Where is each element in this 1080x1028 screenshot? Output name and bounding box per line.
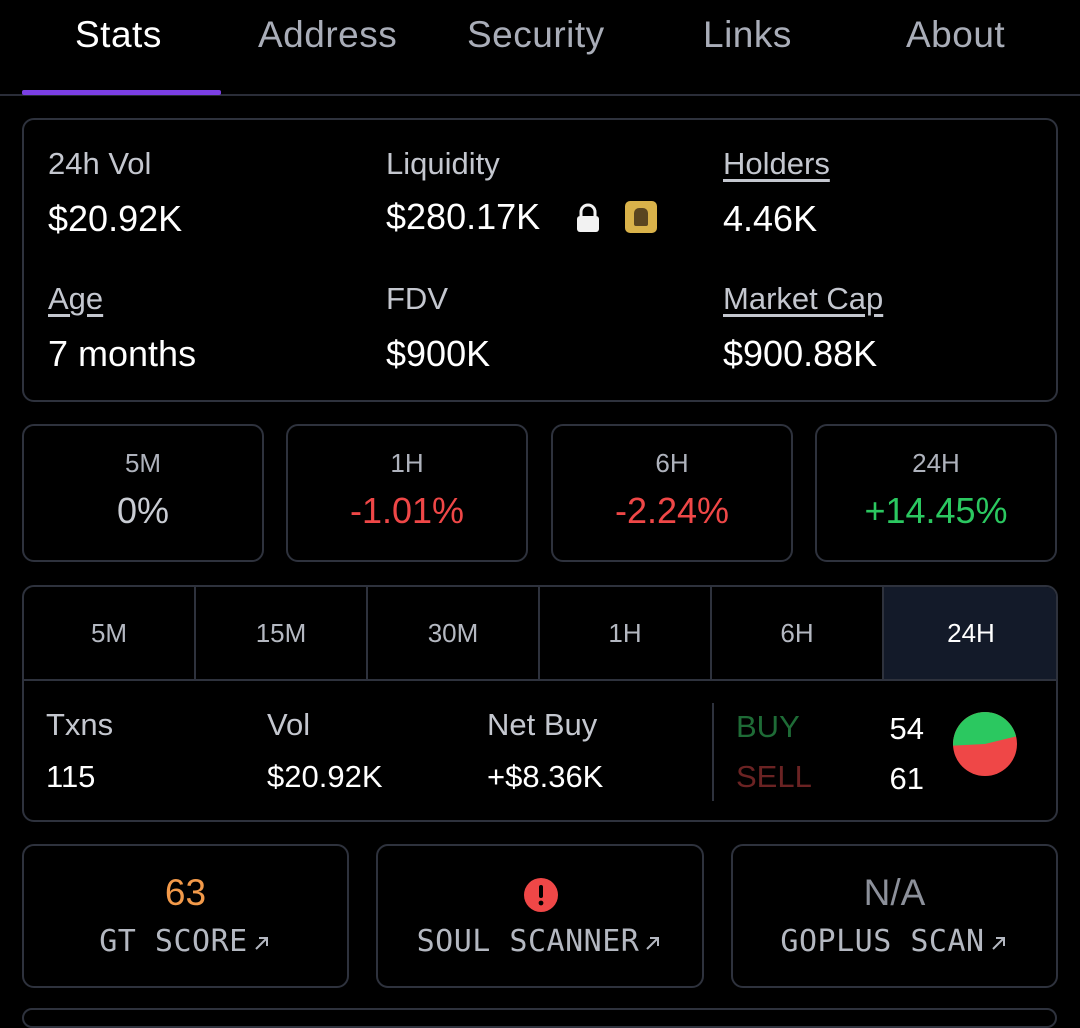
change-5m: 5M 0% — [22, 424, 264, 562]
tab-bar: Stats Address Security Links About — [0, 0, 1080, 96]
change-1h: 1H -1.01% — [286, 424, 528, 562]
holders-link[interactable]: Holders — [723, 146, 830, 181]
soul-scanner-label: SOUL SCANNER — [416, 924, 640, 959]
sell-count: 61 — [889, 761, 924, 796]
tab-about[interactable]: About — [906, 14, 1006, 55]
gt-score-value: 63 — [164, 872, 207, 913]
buy-sell-pie-chart — [953, 712, 1017, 776]
timeframe-selector: 5M 15M 30M 1H 6H 24H — [24, 587, 1056, 681]
external-link-icon — [646, 936, 660, 950]
txns-card: 5M 15M 30M 1H 6H 24H Txns 115 Vol $20.92… — [22, 585, 1058, 822]
fdv-value: $900K — [386, 333, 491, 374]
timeframe-15m[interactable]: 15M — [196, 587, 368, 679]
external-link-icon — [991, 936, 1005, 950]
liquidity-value: $280.17K — [386, 196, 541, 237]
change-6h: 6H -2.24% — [551, 424, 793, 562]
goplus-value: N/A — [863, 872, 926, 913]
vol24h-value: $20.92K — [48, 198, 183, 239]
timeframe-6h[interactable]: 6H — [712, 587, 884, 679]
txns-value: 115 — [46, 759, 96, 794]
liquidity-label: Liquidity — [386, 146, 500, 181]
timeframe-1h[interactable]: 1H — [540, 587, 712, 679]
gt-score-card[interactable]: 63 GT SCORE — [22, 844, 349, 988]
gt-score-link[interactable]: GT SCORE — [24, 924, 347, 959]
change-24h: 24H +14.45% — [815, 424, 1057, 562]
change-value: -1.01% — [349, 490, 465, 531]
gt-score-label: GT SCORE — [99, 924, 248, 959]
change-label: 6H — [655, 448, 689, 478]
external-link-icon — [255, 936, 268, 950]
soul-scanner-link[interactable]: SOUL SCANNER — [378, 924, 702, 959]
vol-label: Vol — [267, 707, 311, 742]
buy-label: BUY — [736, 709, 800, 744]
alert-icon — [524, 878, 558, 912]
vol-value: $20.92K — [267, 759, 383, 794]
change-value: -2.24% — [614, 490, 730, 531]
tab-security[interactable]: Security — [467, 14, 605, 55]
net-buy-value: +$8.36K — [487, 759, 604, 794]
goplus-scan-card[interactable]: N/A GOPLUS SCAN — [731, 844, 1058, 988]
active-tab-indicator — [22, 90, 221, 95]
stats-card — [22, 118, 1058, 402]
tab-address[interactable]: Address — [258, 14, 398, 55]
next-card-edge — [22, 1008, 1057, 1028]
age-value: 7 months — [48, 333, 197, 374]
age-link[interactable]: Age — [48, 281, 104, 316]
market-cap-link[interactable]: Market Cap — [723, 281, 884, 316]
goplus-scan-label: GOPLUS SCAN — [780, 924, 985, 959]
vol24h-label: 24h Vol — [48, 146, 152, 181]
timeframe-5m[interactable]: 5M — [24, 587, 196, 679]
tab-stats[interactable]: Stats — [75, 14, 162, 55]
tab-links[interactable]: Links — [703, 14, 792, 55]
lock-icon — [577, 203, 599, 232]
market-cap-value: $900.88K — [723, 333, 878, 374]
locker-badge-icon[interactable] — [625, 201, 657, 233]
timeframe-24h[interactable]: 24H — [884, 587, 1056, 679]
divider — [712, 703, 714, 801]
buy-count: 54 — [889, 711, 924, 746]
txns-label: Txns — [46, 707, 114, 742]
change-label: 24H — [912, 448, 960, 478]
goplus-scan-link[interactable]: GOPLUS SCAN — [733, 924, 1056, 959]
pie-buy-slice — [953, 712, 1017, 746]
sell-label: SELL — [736, 759, 812, 794]
change-value: 0% — [116, 490, 170, 531]
change-label: 1H — [390, 448, 424, 478]
change-label: 5M — [124, 448, 162, 478]
holders-value: 4.46K — [723, 198, 818, 239]
net-buy-label: Net Buy — [487, 707, 598, 742]
change-value: +14.45% — [864, 490, 1008, 531]
fdv-label: FDV — [386, 281, 448, 316]
timeframe-30m[interactable]: 30M — [368, 587, 540, 679]
soul-scanner-card[interactable]: SOUL SCANNER — [376, 844, 704, 988]
